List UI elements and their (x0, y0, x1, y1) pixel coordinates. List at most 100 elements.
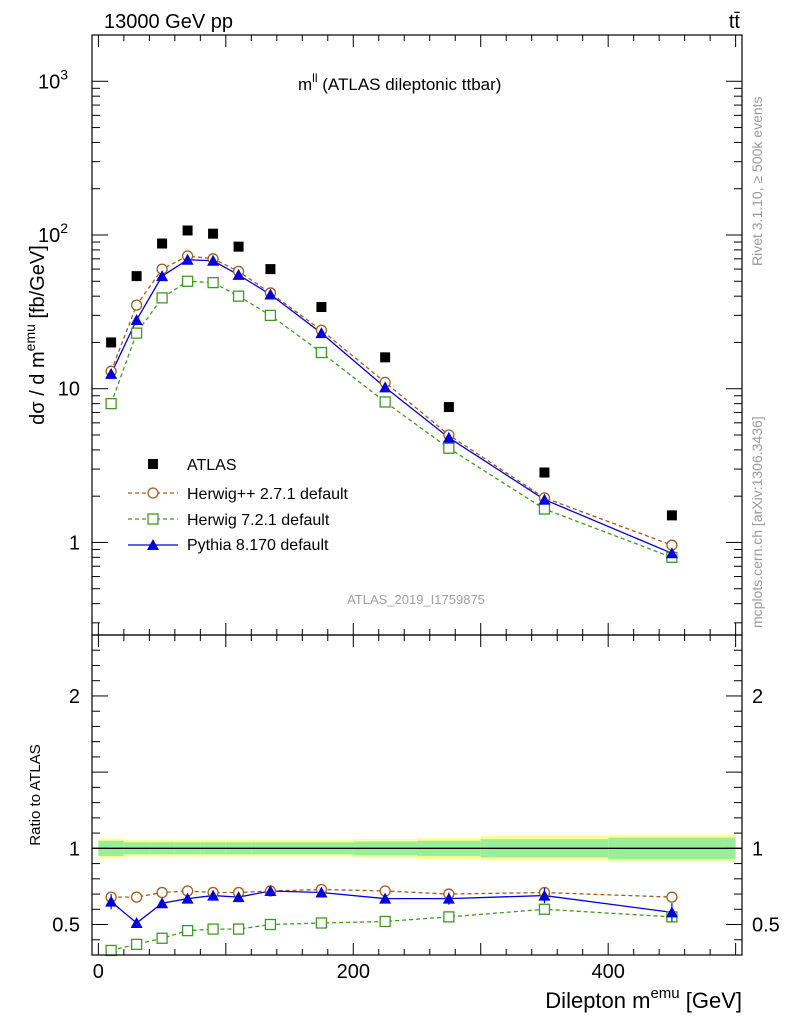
main-point-atlas (539, 467, 550, 478)
main-point-atlas (106, 337, 117, 348)
ratio-point-pythia-8-170-default (232, 891, 245, 903)
main-point-herwig-7-2-1-default (379, 396, 391, 408)
main-point-herwig-7-2-1-default (207, 276, 219, 289)
main-point-atlas (666, 510, 677, 521)
main-y-tick-label: 1 (69, 532, 80, 554)
legend-marker-herwigpp (147, 487, 159, 499)
ratio-point-herwig-7-2-1-default (538, 903, 551, 915)
main-point-pythia-8-170-default (105, 367, 118, 379)
main-point-herwig-7-2-1-default (232, 290, 245, 302)
main-point-pythia-8-170-default (315, 327, 328, 339)
ratio-point-herwig-2-7-1-default (130, 891, 143, 903)
main-point-herwig-7-2-1-default (538, 503, 551, 515)
main-point-pythia-8-170-default (156, 270, 169, 282)
ratio-point-pythia-8-170-default (207, 889, 220, 901)
ratio-point-pythia-8-170-default (181, 892, 194, 904)
ratio-point-pythia-8-170-default (665, 906, 678, 918)
rivet-version-label: Rivet 3.1.10, ≥ 500k events (749, 96, 765, 266)
ratio-point-pythia-8-170-default (442, 892, 455, 904)
legend-marker-pythia (147, 539, 159, 550)
legend-marker-herwig7 (147, 513, 159, 525)
main-point-pythia-8-170-default (207, 254, 220, 266)
x-axis-label: Dilepton memu [GeV] (545, 985, 742, 1013)
mcplots-reference-label: mcplots.cern.ch [arXiv:1306.3436] (749, 416, 765, 628)
legend-marker-atlas (148, 459, 158, 469)
main-point-herwig-2-7-1-default (130, 299, 143, 311)
x-tick-label: 200 (337, 961, 370, 983)
header-left: 13000 GeV pp (104, 11, 233, 33)
ratio-point-herwig-2-7-1-default (156, 886, 168, 899)
ratio-point-pythia-8-170-default (105, 895, 118, 907)
ratio-y-axis-label: Ratio to ATLAS (27, 744, 44, 845)
ratio-line-pythia-8-170-default (110, 890, 672, 924)
main-point-pythia-8-170-default (379, 381, 392, 393)
legend-label-pythia: Pythia 8.170 default (187, 537, 329, 554)
ratio-y-tick-label-right: 2 (752, 686, 763, 708)
main-plot-title: mll (ATLAS dileptonic ttbar) (298, 71, 501, 94)
main-point-herwig-7-2-1-default (443, 442, 455, 454)
main-point-pythia-8-170-default (232, 268, 245, 280)
main-point-atlas (157, 238, 168, 249)
main-point-herwig-7-2-1-default (156, 292, 168, 304)
ratio-y-tick-label-left: 1 (69, 838, 80, 860)
main-point-herwig-7-2-1-default (181, 275, 194, 287)
ratio-point-pythia-8-170-default (156, 897, 169, 909)
ratio-point-herwig-7-2-1-default (181, 924, 194, 937)
legend-label-atlas: ATLAS (187, 457, 237, 474)
ratio-line-herwig-7-2-1-default (110, 908, 672, 952)
ratio-point-herwig-7-2-1-default (130, 938, 143, 950)
ratio-point-herwig-7-2-1-default (232, 923, 245, 935)
main-y-tick-label: 103 (38, 66, 68, 93)
legend: ATLAS Herwig++ 2.7.1 default Herwig 7.2.… (128, 457, 349, 554)
analysis-id-label: ATLAS_2019_I1759875 (347, 592, 485, 607)
ratio-point-herwig-2-7-1-default (666, 891, 678, 903)
main-point-pythia-8-170-default (442, 431, 455, 443)
main-line-pythia-8-170-default (110, 259, 673, 554)
main-y-axis-label: dσ / d memu [fb/GeV] (22, 245, 49, 425)
ratio-point-pythia-8-170-default (538, 889, 551, 901)
main-point-pythia-8-170-default (264, 288, 277, 300)
ratio-point-herwig-7-2-1-default (156, 932, 168, 944)
ratio-point-herwig-7-2-1-default (207, 923, 219, 935)
main-point-atlas (182, 225, 193, 236)
ratio-panel-frame (91, 634, 743, 956)
ratio-y-tick-label-left: 2 (69, 686, 80, 708)
ratio-point-pythia-8-170-default (264, 885, 277, 896)
main-point-pythia-8-170-default (665, 547, 678, 559)
legend-item-herwigpp: Herwig++ 2.7.1 default (128, 486, 349, 503)
main-point-herwig-7-2-1-default (315, 346, 328, 359)
main-point-pythia-8-170-default (130, 313, 143, 325)
ratio-point-herwig-7-2-1-default (264, 918, 277, 931)
main-line-herwig-2-7-1-default (110, 255, 673, 546)
ratio-uncertainty-bands (92, 834, 742, 863)
header-right: tt̄ (729, 11, 741, 33)
ratio-line-herwig-2-7-1-default (111, 888, 672, 898)
main-point-atlas (265, 264, 276, 275)
main-point-atlas (443, 402, 454, 413)
ratio-y-tick-label-right: 0.5 (752, 915, 780, 937)
main-point-atlas (208, 228, 219, 239)
ratio-point-herwig-7-2-1-default (105, 944, 117, 957)
ratio-y-tick-label-left: 0.5 (52, 915, 80, 937)
ratio-point-herwig-7-2-1-default (315, 917, 328, 929)
main-point-atlas (380, 352, 391, 363)
ratio-point-pythia-8-170-default (130, 917, 143, 928)
legend-label-herwigpp: Herwig++ 2.7.1 default (187, 486, 349, 503)
legend-item-atlas: ATLAS (148, 457, 237, 474)
ratio-point-herwig-7-2-1-default (379, 915, 391, 928)
ratio-point-pythia-8-170-default (379, 892, 392, 904)
main-point-herwig-7-2-1-default (130, 327, 143, 339)
main-y-tick-label: 102 (38, 220, 68, 247)
tick-labels: 0 200 400 1 10 102 103 0.5 0.5 1 1 2 2 (38, 66, 780, 983)
main-point-herwig-7-2-1-default (264, 309, 277, 322)
legend-item-herwig7: Herwig 7.2.1 default (128, 512, 330, 529)
main-y-tick-label: 10 (58, 379, 80, 401)
x-tick-label: 0 (93, 961, 104, 983)
x-tick-label: 400 (591, 961, 624, 983)
legend-item-pythia: Pythia 8.170 default (128, 537, 329, 554)
ratio-point-herwig-7-2-1-default (443, 911, 455, 923)
ratio-y-tick-label-right: 1 (752, 838, 763, 860)
main-point-herwig-7-2-1-default (105, 397, 117, 410)
main-point-pythia-8-170-default (538, 493, 551, 505)
